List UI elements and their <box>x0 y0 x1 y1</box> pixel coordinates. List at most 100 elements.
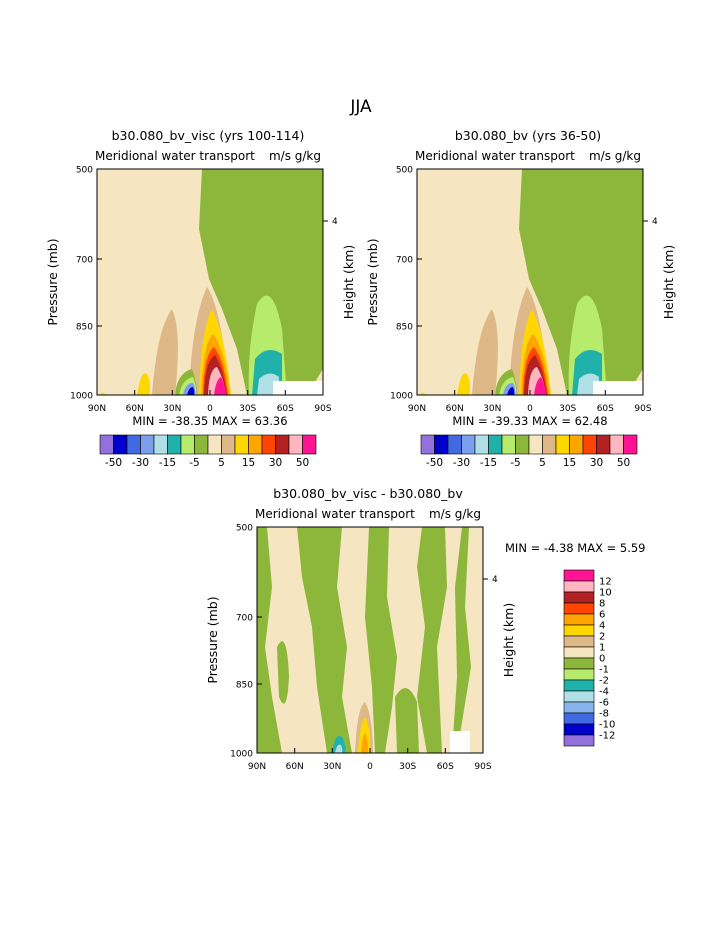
colorbar-label: 50 <box>617 457 630 469</box>
y-tick-label: 850 <box>396 323 413 333</box>
y-tick-label: 850 <box>236 681 253 691</box>
x-tick-label: 90S <box>474 762 491 772</box>
x-tick-label: 60S <box>277 404 294 414</box>
colorbar-swatch <box>167 434 182 455</box>
contour-band <box>365 527 397 753</box>
colorbar-swatch <box>180 434 195 455</box>
x-tick-label: 0 <box>367 762 373 772</box>
colorbar-label: -8 <box>599 709 609 720</box>
contour-band <box>593 381 643 395</box>
colorbar-swatch <box>501 434 516 455</box>
colorbar-swatch <box>126 434 141 455</box>
contour-band <box>199 169 323 395</box>
contour-band <box>187 387 195 395</box>
colorbar-label: 12 <box>599 577 612 588</box>
x-tick-label: 30S <box>239 404 256 414</box>
colorbar-swatch <box>563 679 595 692</box>
right-tick-label: 4 <box>332 217 338 227</box>
x-tick-label: 0 <box>527 404 533 414</box>
colorbar-label: 2 <box>599 632 605 643</box>
colorbar-swatch <box>153 434 168 455</box>
colorbar-swatch <box>563 646 595 659</box>
colorbar-swatch <box>563 701 595 714</box>
contour-band <box>472 309 498 395</box>
contour-band <box>137 373 151 395</box>
colorbar-swatch <box>140 434 155 455</box>
y-tick-label: 500 <box>76 166 93 176</box>
contour-band <box>277 641 289 704</box>
colorbar-swatch <box>555 434 570 455</box>
colorbar-swatch <box>234 434 249 455</box>
panel-title: b30.080_bv (yrs 36-50) <box>455 128 601 143</box>
contour-band <box>519 169 643 395</box>
panel-units: m/s g/kg <box>589 149 641 163</box>
y-tick-label: 1000 <box>230 750 253 760</box>
y-axis-label-right: Height (km) <box>341 245 356 319</box>
colorbar-label: 30 <box>590 457 603 469</box>
x-tick-label: 90N <box>88 404 106 414</box>
x-tick-label: 60S <box>597 404 614 414</box>
panel-1-minmax: MIN = -38.35 MAX = 63.36 <box>132 414 287 428</box>
colorbar-swatch <box>609 434 624 455</box>
colorbar-swatch <box>563 690 595 703</box>
contour-band <box>395 688 419 753</box>
panel-subtitle: Meridional water transport <box>415 149 575 163</box>
colorbar-swatch <box>207 434 222 455</box>
figure-title: JJA <box>349 97 372 117</box>
colorbar-swatch <box>113 434 128 455</box>
colorbar-label: 8 <box>599 599 605 610</box>
panel-1: b30.080_bv_visc (yrs 100-114) Meridional… <box>45 128 356 414</box>
colorbar-swatch <box>563 723 595 736</box>
panel-3-minmax: MIN = -4.38 MAX = 5.59 <box>505 541 646 555</box>
colorbar-swatch <box>221 434 236 455</box>
colorbar-swatch <box>563 580 595 593</box>
colorbar-swatch <box>302 434 317 455</box>
x-tick-label: 60N <box>126 404 144 414</box>
colorbar-label: 6 <box>599 610 605 621</box>
x-tick-label: 60S <box>437 762 454 772</box>
x-tick-label: 30N <box>323 762 341 772</box>
colorbar-swatch <box>99 434 114 455</box>
right-tick-label: 4 <box>492 575 498 585</box>
colorbar-swatch <box>563 712 595 725</box>
colorbar-swatch <box>563 569 595 582</box>
x-tick-label: 60N <box>286 762 304 772</box>
y-axis-label-right: Height (km) <box>661 245 676 319</box>
x-tick-label: 30S <box>399 762 416 772</box>
colorbar-label: -50 <box>105 457 122 469</box>
x-tick-label: 90S <box>634 404 651 414</box>
x-tick-label: 30N <box>483 404 501 414</box>
colorbar-swatch <box>420 434 435 455</box>
colorbar-label: -1 <box>599 665 609 676</box>
contour-band <box>450 731 470 753</box>
colorbar-swatch <box>563 613 595 626</box>
colorbar-swatch <box>623 434 638 455</box>
colorbar-label: -6 <box>599 698 609 709</box>
right-tick-label: 4 <box>652 217 658 227</box>
colorbar-label: 50 <box>296 457 309 469</box>
y-axis-label-right: Height (km) <box>501 603 516 677</box>
colorbar-swatch <box>515 434 530 455</box>
colorbar-swatch <box>596 434 611 455</box>
colorbar-swatch <box>194 434 209 455</box>
x-tick-label: 30N <box>163 404 181 414</box>
panel-units: m/s g/kg <box>429 507 481 521</box>
panel-2-minmax: MIN = -39.33 MAX = 62.48 <box>452 414 607 428</box>
colorbar-label: -15 <box>480 457 497 469</box>
colorbar-swatch <box>563 734 595 747</box>
contour-band <box>257 527 282 753</box>
x-tick-label: 90N <box>408 404 426 414</box>
colorbar-swatch <box>528 434 543 455</box>
colorbar-label: 4 <box>599 621 605 632</box>
contour-band <box>273 381 323 395</box>
y-tick-label: 700 <box>76 256 93 266</box>
contour-band <box>100 392 106 395</box>
colorbar-swatch <box>563 657 595 670</box>
y-axis-label: Pressure (mb) <box>205 596 220 683</box>
contour-field <box>257 527 483 753</box>
panel-subtitle: Meridional water transport <box>255 507 415 521</box>
y-axis-label: Pressure (mb) <box>45 238 60 325</box>
contour-band <box>457 373 471 395</box>
colorbar-swatch <box>275 434 290 455</box>
panel-2: b30.080_bv (yrs 36-50) Meridional water … <box>365 128 676 414</box>
